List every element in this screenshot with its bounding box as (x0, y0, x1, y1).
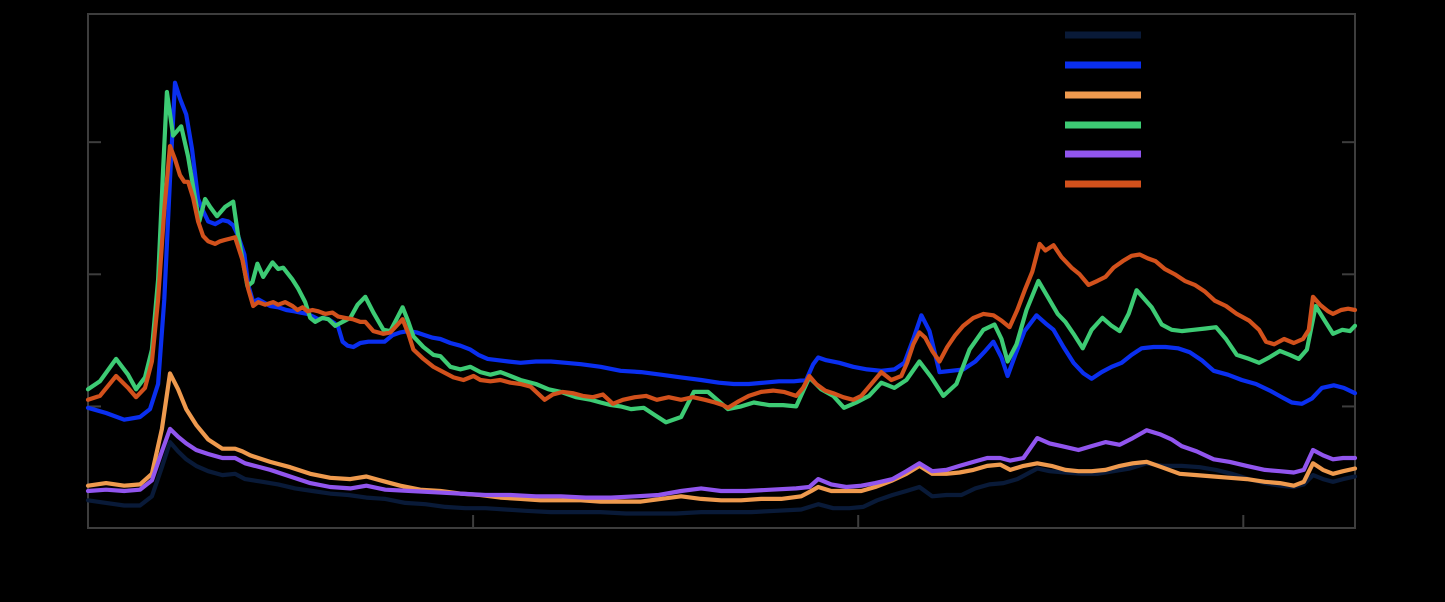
series-line-green (85, 89, 1358, 425)
plot-frame (87, 13, 1356, 529)
series-line-orange (85, 371, 1358, 504)
series-line-blue (85, 80, 1358, 422)
series-line-vermilion (85, 144, 1358, 410)
series-line-purple (85, 426, 1358, 500)
series-line-navy (85, 440, 1358, 516)
